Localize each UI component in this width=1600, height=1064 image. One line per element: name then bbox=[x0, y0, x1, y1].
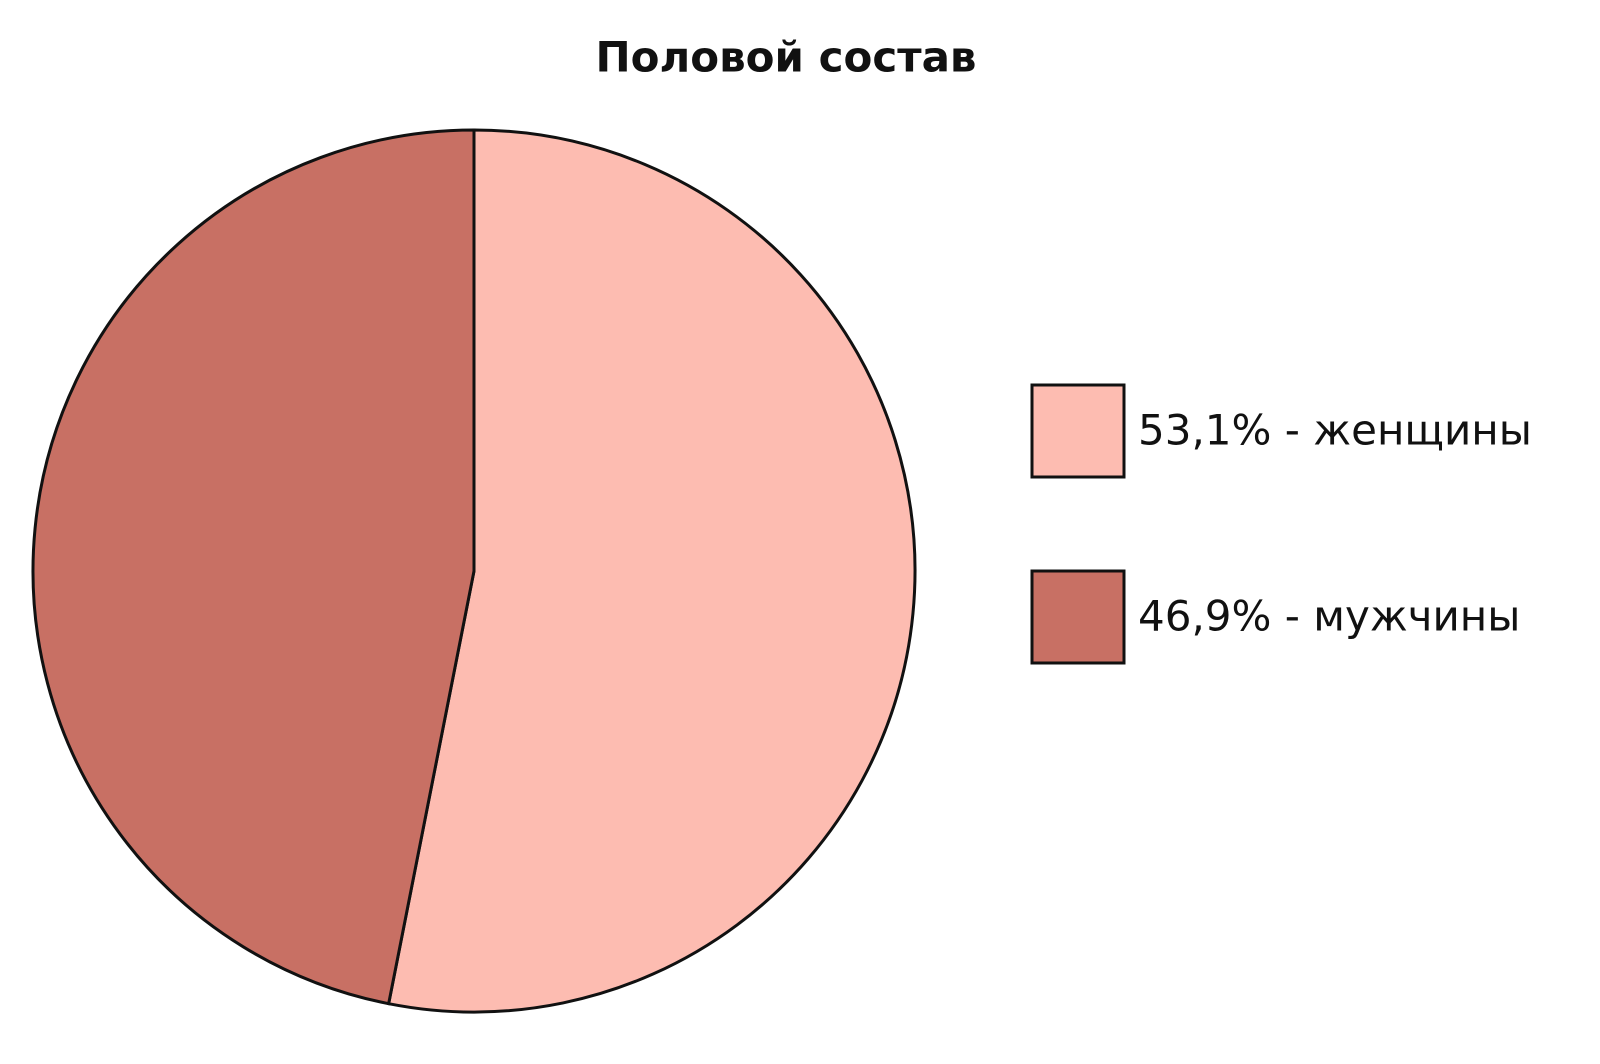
pie-slice bbox=[386, 128, 917, 1014]
chart-title: Половой состав bbox=[595, 33, 976, 82]
legend-label: 46,9% - мужчины bbox=[1138, 592, 1520, 641]
legend-label: 53,1% - женщины bbox=[1138, 406, 1532, 455]
legend-swatch bbox=[1030, 383, 1126, 479]
legend-swatch bbox=[1030, 569, 1126, 665]
pie-slice bbox=[31, 128, 476, 1006]
